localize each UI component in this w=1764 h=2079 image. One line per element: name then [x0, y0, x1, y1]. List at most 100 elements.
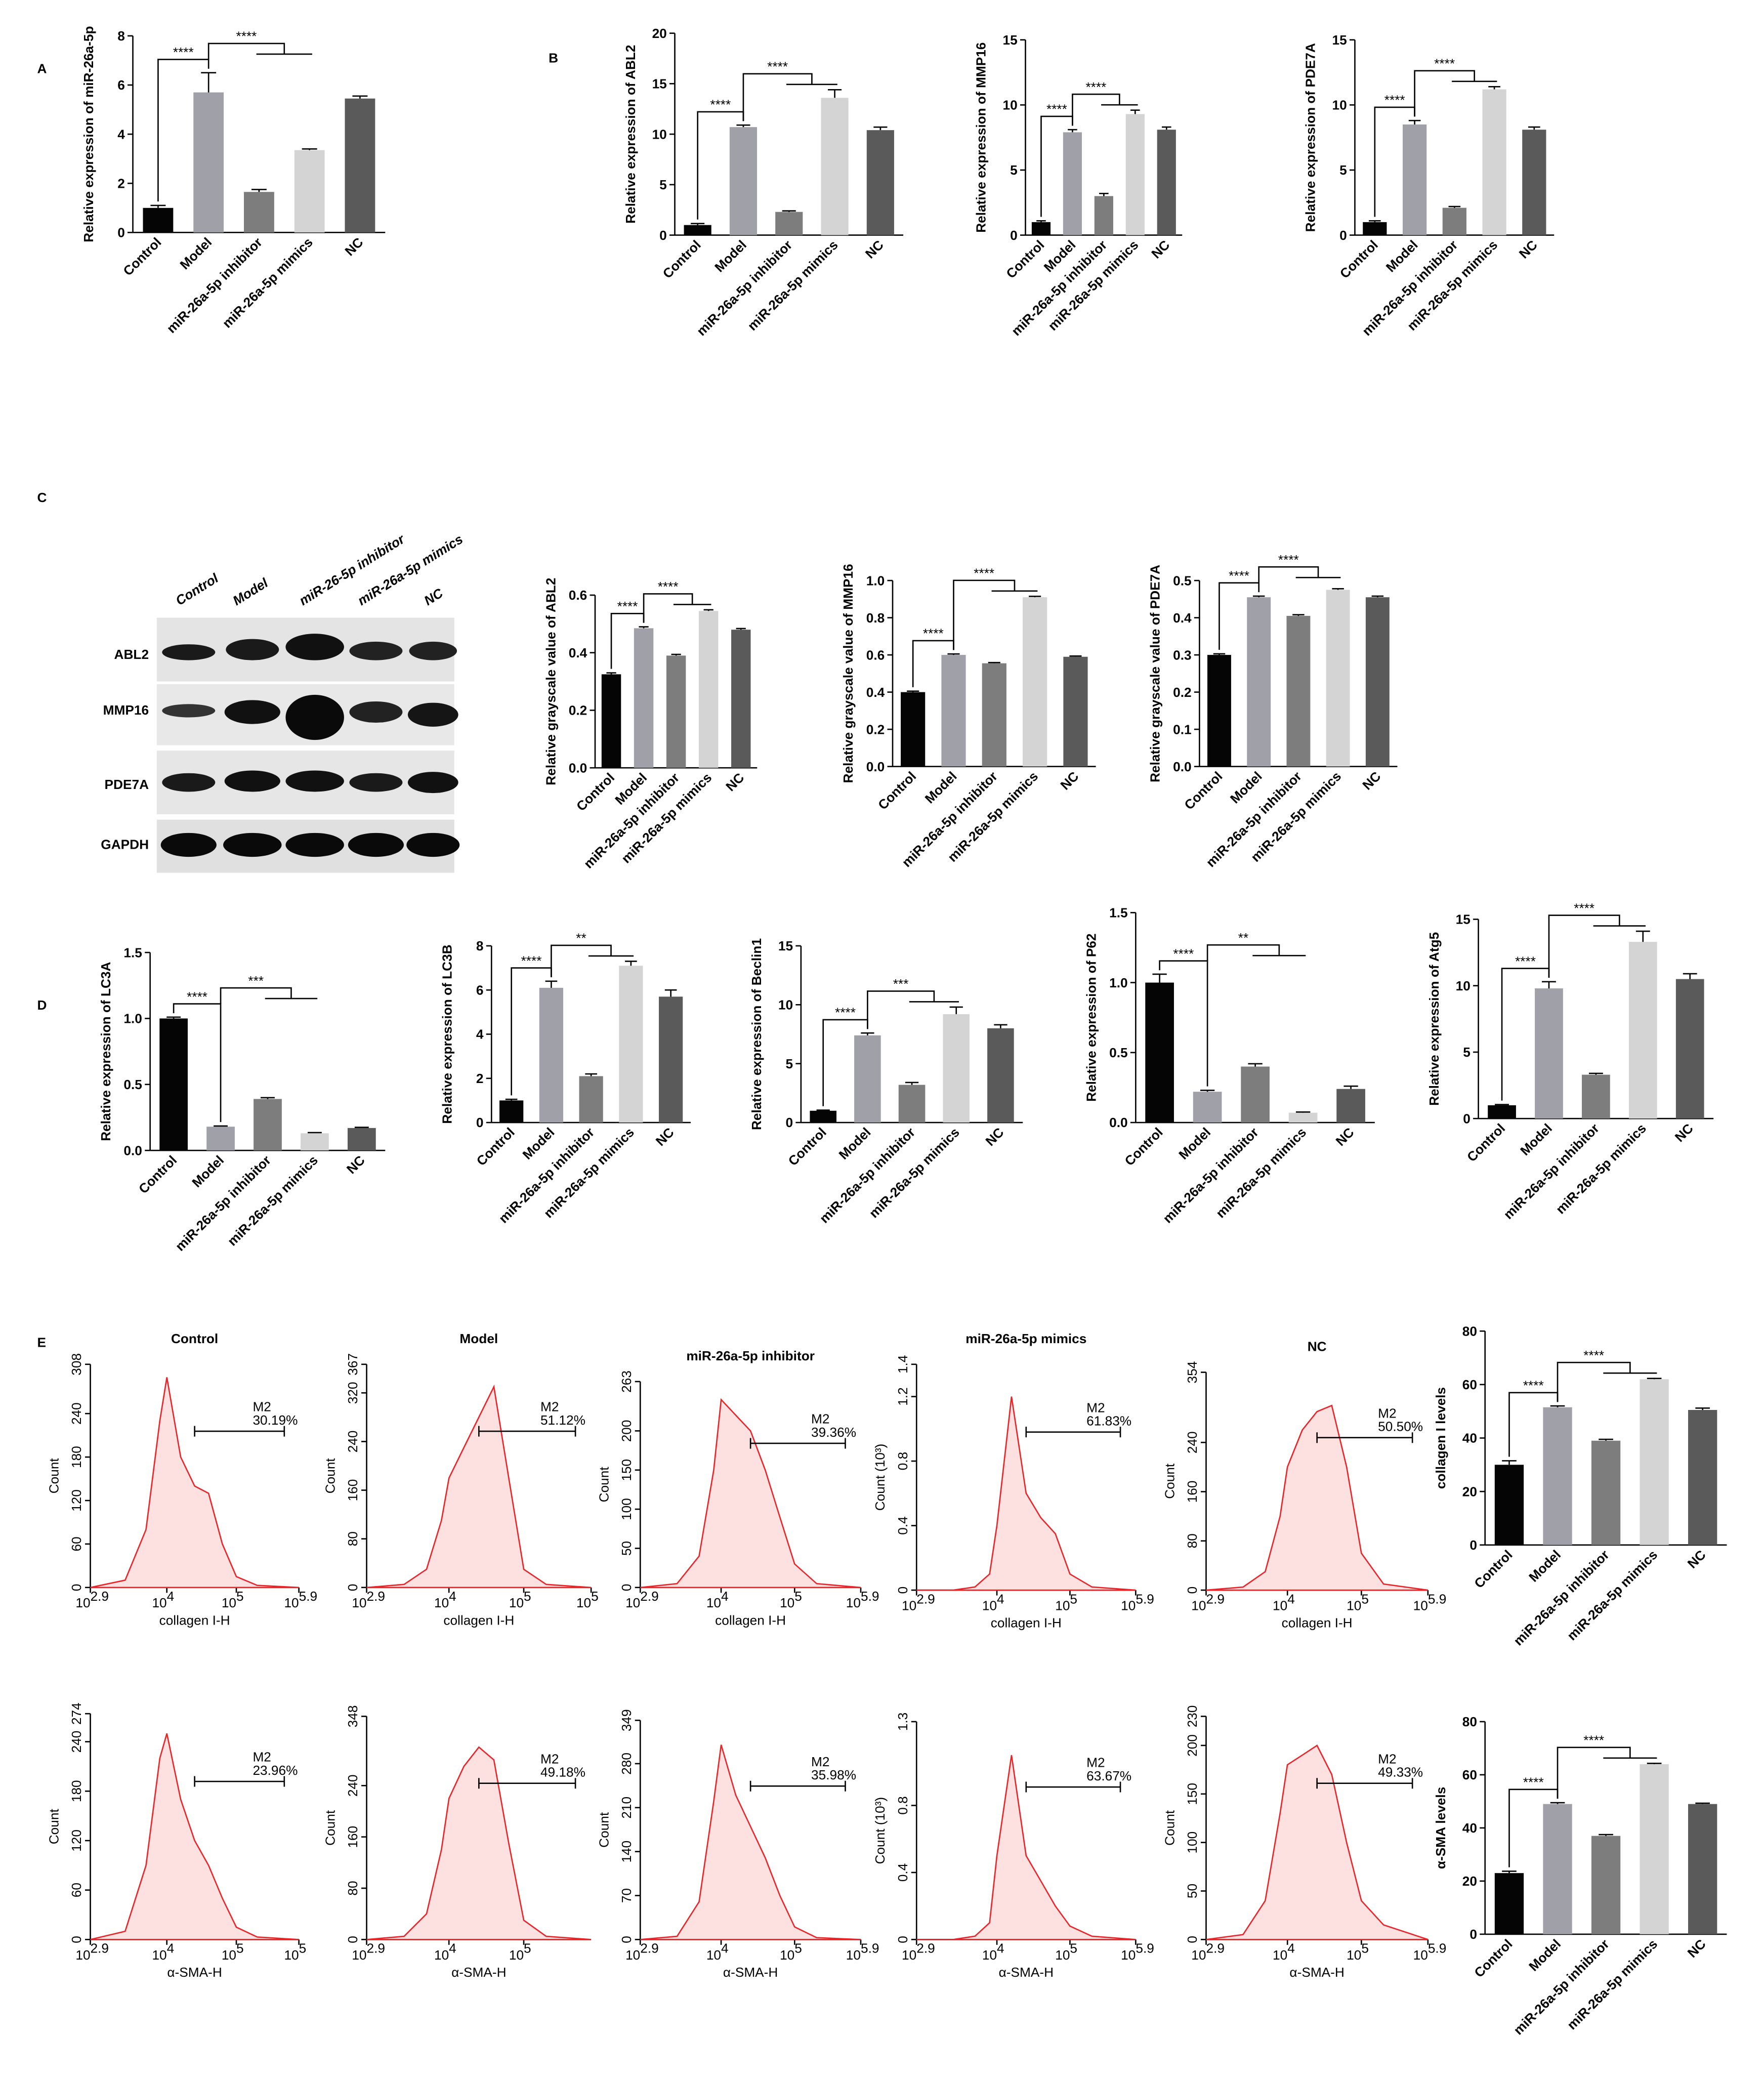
x-tick-label: NC [723, 770, 747, 794]
x-tick-base: 10 [625, 1947, 640, 1963]
x-tick-base: 10 [706, 1595, 721, 1610]
gate-name: M2 [253, 1750, 271, 1765]
error-bar [1068, 129, 1077, 133]
significance-bracket [157, 59, 209, 202]
y-tick-label: 0 [1185, 1936, 1200, 1943]
histogram-area [916, 1755, 1136, 1940]
y-tick-label: 5 [1463, 1045, 1471, 1060]
y-tick-label: 180 [69, 1780, 84, 1802]
error-bar [671, 653, 681, 656]
y-tick-label: 160 [345, 1826, 360, 1848]
x-tick-base: 10 [434, 1595, 449, 1610]
y-axis-title: Count (10³) [872, 1444, 888, 1511]
x-axis-title: collagen I-H [991, 1615, 1062, 1631]
bar [1591, 1440, 1621, 1545]
x-tick-label: Control [1122, 1125, 1166, 1169]
histogram-area [1206, 1404, 1429, 1591]
y-tick-label: 0.0 [569, 760, 587, 775]
bar [1288, 1112, 1318, 1123]
bar [982, 663, 1006, 767]
significance-label: **** [1523, 1378, 1544, 1393]
significance-label: **** [1583, 1733, 1604, 1748]
bar [1522, 130, 1546, 235]
gate [478, 1778, 576, 1789]
y-tick-label: 15 [778, 938, 793, 953]
y-tick-label: 210 [619, 1797, 634, 1819]
error-bar [1371, 595, 1384, 598]
histogram-title: miR-26a-5p mimics [965, 1331, 1086, 1346]
x-tick-exponent: 5 [236, 1941, 244, 1956]
y-axis-title: Relative expression of LC3B [440, 944, 455, 1124]
error-bar [1252, 595, 1265, 598]
error-bar [828, 89, 842, 98]
significance-label: **** [1523, 1775, 1544, 1790]
x-tick-label: miR-26a-5p mimics [1564, 1936, 1660, 2032]
y-axis-title: Relative expression of ABL2 [623, 45, 638, 223]
y-tick-label: 263 [619, 1370, 634, 1393]
x-tick-label: NC [1685, 1936, 1709, 1961]
error-bar [1550, 1802, 1565, 1804]
error-bar [1647, 1378, 1662, 1380]
y-tick-label: 0 [1339, 228, 1347, 243]
significance-label: **** [658, 579, 679, 594]
x-tick-label: Control [875, 769, 919, 813]
error-bar [1248, 1063, 1263, 1067]
y-tick-label: 0 [476, 1115, 484, 1130]
gate-name: M2 [540, 1751, 559, 1766]
error-bar [907, 690, 919, 692]
significance-label: **** [1574, 900, 1594, 916]
lane-label: NC [422, 585, 446, 608]
error-bar [251, 189, 267, 192]
bar [901, 692, 926, 767]
x-tick-exponent: 5 [591, 1589, 599, 1604]
gate-name: M2 [1086, 1400, 1105, 1415]
y-tick-label: 150 [619, 1459, 634, 1481]
significance-bracket [643, 593, 711, 623]
y-tick-label: 80 [1462, 1714, 1477, 1729]
y-tick-label: 0.5 [123, 1077, 142, 1092]
x-tick-exponent: 5.9 [1428, 1591, 1446, 1606]
x-tick-base: 10 [1347, 1598, 1361, 1613]
y-axis-title: Relative expression of Atg5 [1426, 932, 1442, 1106]
bar [1063, 656, 1088, 767]
y-tick-label: 1.0 [123, 1011, 142, 1026]
y-tick-label: 0.2 [569, 703, 587, 718]
error-bar [352, 95, 368, 99]
error-bar [1292, 614, 1305, 616]
y-tick-label: 0.4 [1173, 610, 1192, 626]
bar [579, 1076, 603, 1123]
y-tick-label: 0.5 [1109, 1045, 1127, 1060]
y-tick-label: 6 [476, 982, 484, 997]
gate-name: M2 [1086, 1755, 1105, 1770]
gate-percent: 39.36% [811, 1425, 856, 1440]
bar [193, 92, 224, 233]
y-tick-label: 240 [69, 1402, 84, 1425]
y-tick-label: 0.4 [569, 645, 587, 660]
bar [943, 1014, 970, 1123]
y-axis-title: Relative expression of miR-26a-5p [81, 26, 96, 242]
x-tick-label: NC [653, 1125, 677, 1149]
y-tick-label: 349 [619, 1709, 634, 1731]
x-tick-exponent: 5.9 [1136, 1941, 1154, 1956]
bar [866, 130, 894, 235]
error-bar [639, 626, 649, 629]
error-bar [150, 204, 166, 208]
y-axis-title: Relative expression of LC3A [98, 962, 113, 1141]
bar [1675, 979, 1704, 1119]
y-axis-title: collagen I levels [1433, 1387, 1448, 1489]
gate [1025, 1781, 1121, 1793]
y-tick-label: 240 [69, 1731, 84, 1753]
y-tick-label: 60 [1462, 1767, 1477, 1782]
y-tick-label: 0.8 [895, 1452, 910, 1470]
bar [854, 1035, 881, 1123]
x-tick-base: 10 [509, 1595, 524, 1610]
y-tick-label: 5 [786, 1056, 793, 1071]
significance-bracket [1258, 566, 1341, 583]
x-tick-base: 10 [1413, 1947, 1428, 1963]
significance-label: **** [710, 97, 731, 112]
x-tick-label: miR-26a-5p inhibitor [163, 234, 265, 336]
error-bar [214, 1125, 228, 1127]
y-tick-label: 120 [69, 1489, 84, 1512]
x-tick-base: 10 [982, 1947, 997, 1963]
